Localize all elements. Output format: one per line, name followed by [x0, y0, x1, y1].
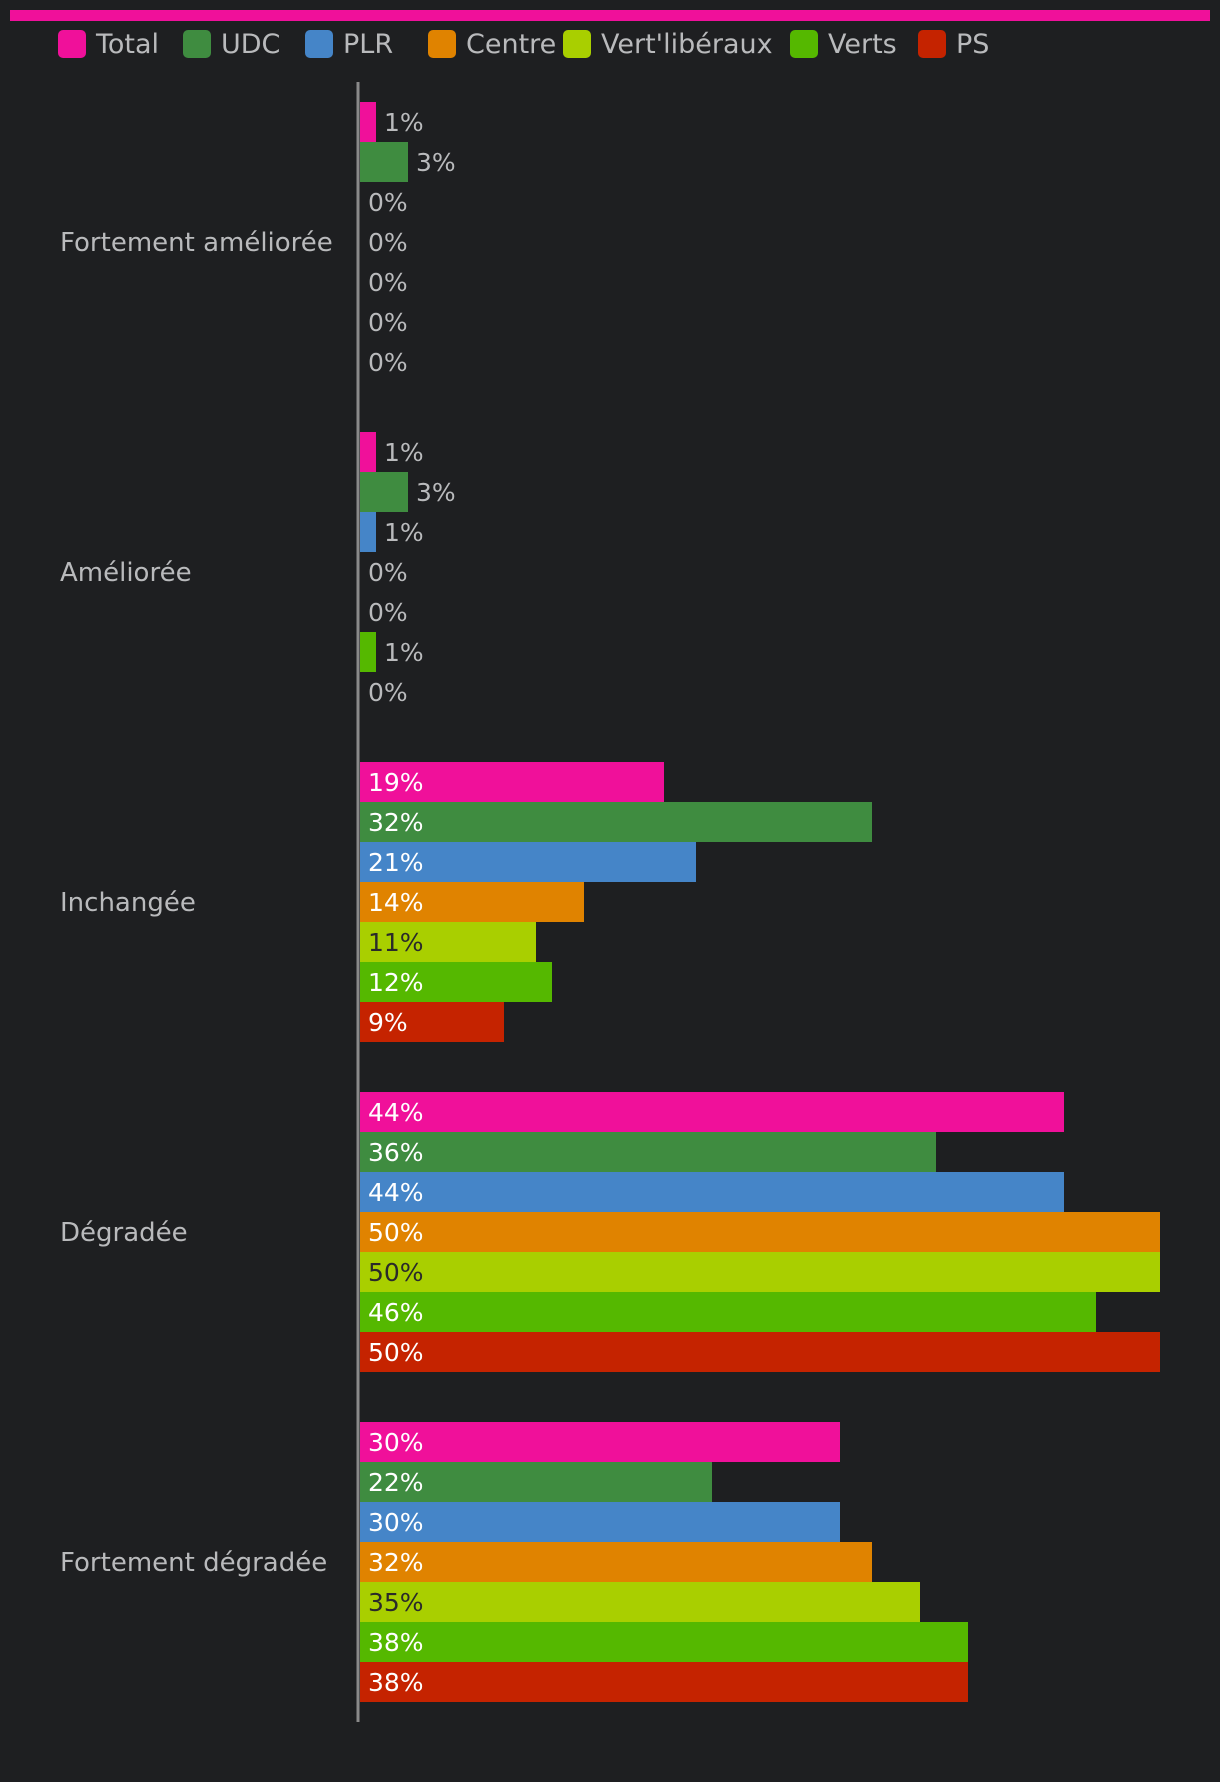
value-labels: 1% 3% 0% 0% 0% 0% 0% 1% 3% 1% 0% 0% 1% 0% 19% 32% 21% 14%… — [368, 108, 456, 1697]
legend-label-plr: PLR — [343, 29, 393, 60]
value-label-inchangee-plr: 21% — [368, 848, 424, 877]
value-label-inchangee-udc: 32% — [368, 808, 424, 837]
value-label-fortement-amelioree-ps: 0% — [368, 348, 408, 377]
bar-amelioree-total — [360, 432, 376, 472]
value-label-fortement-amelioree-vert-liberaux: 0% — [368, 268, 408, 297]
legend-swatch-vert-liberaux — [563, 30, 591, 58]
value-label-amelioree-vert-liberaux: 0% — [368, 598, 408, 627]
bar-degradee-ps — [360, 1332, 1160, 1372]
legend-swatch-udc — [183, 30, 211, 58]
legend-swatch-verts — [790, 30, 818, 58]
value-label-fortement-amelioree-centre: 0% — [368, 228, 408, 257]
bar-inchangee-udc — [360, 802, 872, 842]
bar-fortement-degradee-centre — [360, 1542, 872, 1582]
value-label-degradee-udc: 36% — [368, 1138, 424, 1167]
legend: Total UDC PLR Centre Vert'libéraux Verts PS — [58, 29, 989, 60]
bar-inchangee-plr — [360, 842, 696, 882]
bar-amelioree-plr — [360, 512, 376, 552]
value-label-degradee-verts: 46% — [368, 1298, 424, 1327]
accent-bar — [10, 10, 1210, 21]
legend-swatch-plr — [305, 30, 333, 58]
bar-degradee-udc — [360, 1132, 936, 1172]
value-label-fortement-amelioree-verts: 0% — [368, 308, 408, 337]
legend-label-centre: Centre — [466, 29, 556, 60]
value-label-inchangee-vert-liberaux: 11% — [368, 928, 424, 957]
value-label-degradee-total: 44% — [368, 1098, 424, 1127]
bar-inchangee-verts — [360, 962, 552, 1002]
value-label-inchangee-ps: 9% — [368, 1008, 408, 1037]
legend-label-ps: PS — [956, 29, 989, 60]
category-label-amelioree: Améliorée — [60, 558, 192, 588]
value-label-fortement-amelioree-plr: 0% — [368, 188, 408, 217]
bar-fortement-degradee-udc — [360, 1462, 712, 1502]
legend-swatch-total — [58, 30, 86, 58]
legend-label-verts: Verts — [828, 29, 897, 60]
value-label-degradee-ps: 50% — [368, 1338, 424, 1367]
category-label-inchangee: Inchangée — [60, 888, 196, 918]
bar-degradee-verts — [360, 1292, 1096, 1332]
value-label-fortement-degradee-total: 30% — [368, 1428, 424, 1457]
bar-fortement-degradee-verts — [360, 1622, 968, 1662]
value-label-fortement-degradee-udc: 22% — [368, 1468, 424, 1497]
value-label-fortement-degradee-plr: 30% — [368, 1508, 424, 1537]
bar-inchangee-centre — [360, 882, 584, 922]
bar-fortement-degradee-ps — [360, 1662, 968, 1702]
bar-degradee-plr — [360, 1172, 1064, 1212]
value-label-fortement-degradee-verts: 38% — [368, 1628, 424, 1657]
value-label-amelioree-udc: 3% — [416, 478, 456, 507]
value-label-inchangee-centre: 14% — [368, 888, 424, 917]
value-label-inchangee-verts: 12% — [368, 968, 424, 997]
bar-fortement-amelioree-total — [360, 102, 376, 142]
value-label-fortement-degradee-ps: 38% — [368, 1668, 424, 1697]
bar-degradee-total — [360, 1092, 1064, 1132]
legend-label-total: Total — [95, 29, 159, 60]
bar-fortement-amelioree-udc — [360, 142, 408, 182]
value-label-degradee-vert-liberaux: 50% — [368, 1258, 424, 1287]
category-label-fortement-amelioree: Fortement améliorée — [60, 228, 333, 258]
category-label-degradee: Dégradée — [60, 1218, 188, 1248]
bar-degradee-centre — [360, 1212, 1160, 1252]
legend-label-vert-liberaux: Vert'libéraux — [601, 29, 773, 60]
bar-fortement-degradee-total — [360, 1422, 840, 1462]
value-label-fortement-degradee-vert-liberaux: 35% — [368, 1588, 424, 1617]
legend-swatch-centre — [428, 30, 456, 58]
category-label-fortement-degradee: Fortement dégradée — [60, 1548, 327, 1578]
bar-inchangee-ps — [360, 1002, 504, 1042]
bar-inchangee-total — [360, 762, 664, 802]
value-label-amelioree-plr: 1% — [384, 518, 424, 547]
bar-fortement-degradee-vert-liberaux — [360, 1582, 920, 1622]
value-label-fortement-amelioree-udc: 3% — [416, 148, 456, 177]
value-label-fortement-amelioree-total: 1% — [384, 108, 424, 137]
bars — [360, 102, 1160, 1702]
bar-fortement-degradee-plr — [360, 1502, 840, 1542]
legend-swatch-ps — [918, 30, 946, 58]
bar-inchangee-vert-liberaux — [360, 922, 536, 962]
value-label-fortement-degradee-centre: 32% — [368, 1548, 424, 1577]
legend-label-udc: UDC — [221, 29, 280, 60]
value-label-amelioree-centre: 0% — [368, 558, 408, 587]
bar-degradee-vert-liberaux — [360, 1252, 1160, 1292]
bar-amelioree-verts — [360, 632, 376, 672]
value-label-amelioree-ps: 0% — [368, 678, 408, 707]
bar-amelioree-udc — [360, 472, 408, 512]
value-label-amelioree-total: 1% — [384, 438, 424, 467]
value-label-degradee-centre: 50% — [368, 1218, 424, 1247]
value-label-amelioree-verts: 1% — [384, 638, 424, 667]
value-label-inchangee-total: 19% — [368, 768, 424, 797]
category-labels: Fortement améliorée Améliorée Inchangée Dég… — [60, 228, 333, 1578]
value-label-degradee-plr: 44% — [368, 1178, 424, 1207]
